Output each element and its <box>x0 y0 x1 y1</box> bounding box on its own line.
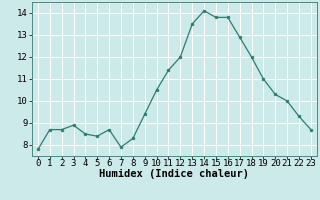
X-axis label: Humidex (Indice chaleur): Humidex (Indice chaleur) <box>100 169 249 179</box>
